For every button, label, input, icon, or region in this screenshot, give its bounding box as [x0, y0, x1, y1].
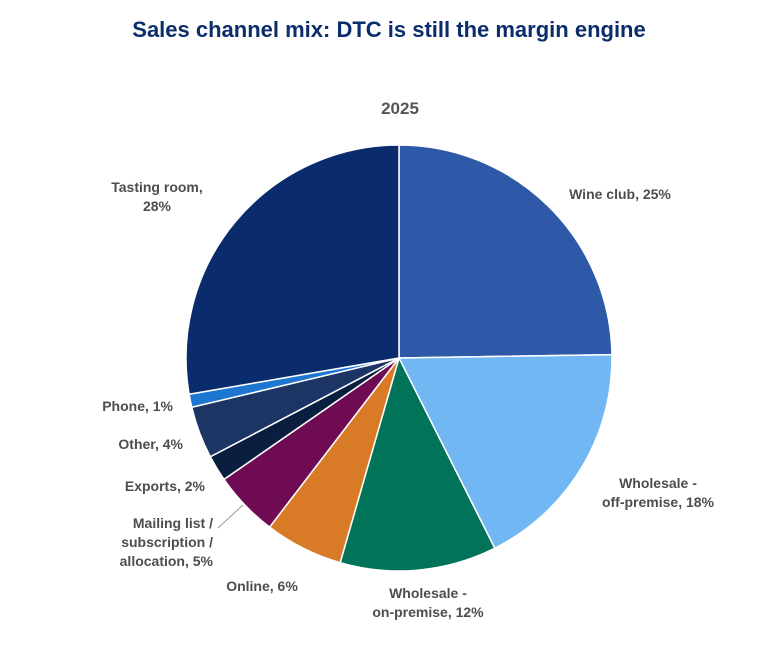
slice-tasting-room: [185, 144, 400, 396]
label-phone: Phone, 1%: [102, 398, 173, 414]
label-wholesale-on-premise: Wholesale -on-premise, 12%: [372, 585, 484, 620]
label-other: Other, 4%: [118, 436, 183, 452]
chart-title: Sales channel mix: DTC is still the marg…: [132, 17, 645, 42]
slice-labels: Wine club, 25% Wholesale -off-premise, 18…: [102, 179, 714, 620]
label-tasting-room: Tasting room, 28%: [111, 179, 203, 214]
label-wine-club: Wine club, 25%: [569, 186, 671, 202]
leader-lines: [217, 504, 244, 529]
slice-wine-club: [398, 144, 613, 359]
chart-subtitle: 2025: [381, 99, 419, 118]
pie-slices: [185, 144, 613, 572]
slice-wholesale-on-premise: [339, 355, 496, 572]
label-mailing-list-subscription-allocation: Mailing list / subscription / allocation, …: [120, 515, 214, 569]
leader-mailing-list-subscription-allocation: [217, 504, 244, 529]
label-wholesale-off-premise: Wholesale -off-premise, 18%: [602, 475, 715, 510]
label-online: Online, 6%: [226, 578, 298, 594]
label-exports: Exports, 2%: [125, 478, 206, 494]
slice-wholesale-off-premise: [397, 353, 613, 550]
